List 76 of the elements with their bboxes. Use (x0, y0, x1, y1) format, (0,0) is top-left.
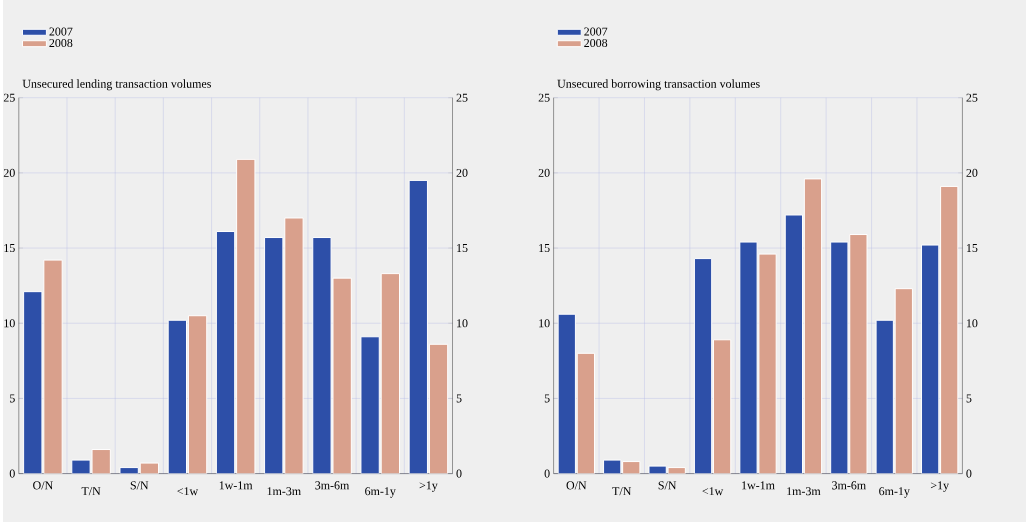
bar (758, 253, 777, 474)
x-tick-label: 1w-1m (219, 481, 253, 490)
y-tick-label: 10 (4, 318, 15, 328)
y2-tick-label: 15 (457, 243, 468, 252)
bar (894, 287, 913, 474)
bar (43, 259, 63, 474)
y2-tick-label: 20 (966, 168, 978, 177)
x-tick-label: 1w-1m (742, 481, 775, 490)
y-tick-label: 0 (544, 469, 550, 478)
bar (940, 185, 959, 474)
y-tick-label: 0 (9, 469, 15, 478)
x-tick-label: S/N (658, 481, 677, 490)
y-tick-label: 15 (4, 243, 15, 252)
bar (784, 214, 804, 474)
y-tick-label: 10 (539, 318, 550, 328)
bar (803, 178, 823, 474)
x-tick-label: <1w (702, 486, 724, 496)
bar (187, 315, 208, 474)
bar (284, 217, 304, 474)
bar (739, 241, 758, 474)
x-tick-label: T/N (81, 487, 101, 496)
x-tick-label: 1m-3m (787, 486, 821, 496)
x-tick-label: O/N (566, 481, 587, 490)
bar (693, 257, 713, 474)
bar (428, 343, 449, 474)
y2-tick-label: 5 (456, 394, 462, 403)
y2-tick-label: 15 (966, 243, 978, 252)
bar (408, 179, 428, 474)
y2-tick-label: 10 (966, 318, 978, 328)
x-tick-label: >1y (930, 481, 949, 492)
y-tick-label: 20 (3, 168, 15, 177)
legend-label: 2007 (49, 27, 73, 36)
x-tick-label: S/N (130, 481, 149, 490)
bar (312, 236, 332, 474)
bar (713, 339, 732, 474)
bar (23, 290, 43, 474)
bar (332, 277, 352, 474)
y2-tick-label: 0 (966, 469, 972, 478)
bar (849, 233, 868, 474)
y-tick-label: 25 (538, 93, 550, 102)
y2-tick-label: 0 (456, 469, 462, 478)
y2-tick-label: 5 (966, 394, 972, 403)
bar (830, 241, 849, 474)
legend-label: 2008 (584, 38, 608, 47)
x-tick-label: 6m-1y (879, 486, 910, 498)
chart-title: Unsecured borrowing transaction volumes (557, 79, 760, 91)
y2-tick-label: 25 (966, 93, 978, 102)
legend-label: 2008 (49, 38, 73, 47)
x-tick-label: <1w (177, 486, 199, 496)
bar (264, 236, 284, 474)
chart-title: Unsecured lending transaction volumes (22, 79, 211, 91)
y-tick-label: 25 (3, 93, 15, 102)
x-tick-label: 1m-3m (267, 486, 301, 496)
y-tick-label: 5 (544, 394, 550, 403)
y-tick-label: 5 (10, 394, 15, 403)
bar (380, 272, 400, 474)
bar (875, 319, 894, 474)
bar (236, 158, 256, 474)
bar (360, 336, 380, 474)
bar (921, 244, 940, 474)
legend-label: 2007 (584, 27, 608, 36)
x-tick-label: T/N (612, 487, 632, 496)
x-tick-label: 3m-6m (315, 481, 350, 490)
y2-tick-label: 25 (456, 93, 468, 102)
y-tick-label: 15 (539, 243, 550, 252)
y2-tick-label: 20 (456, 168, 468, 177)
bar (557, 313, 576, 474)
bar (215, 230, 236, 474)
bar (576, 352, 595, 474)
y-tick-label: 20 (538, 168, 550, 177)
x-tick-label: 3m-6m (832, 481, 866, 490)
x-tick-label: O/N (33, 481, 53, 490)
x-tick-label: 6m-1y (365, 486, 396, 498)
y2-tick-label: 10 (457, 318, 468, 328)
bar (167, 319, 187, 474)
x-tick-label: >1y (419, 481, 438, 492)
